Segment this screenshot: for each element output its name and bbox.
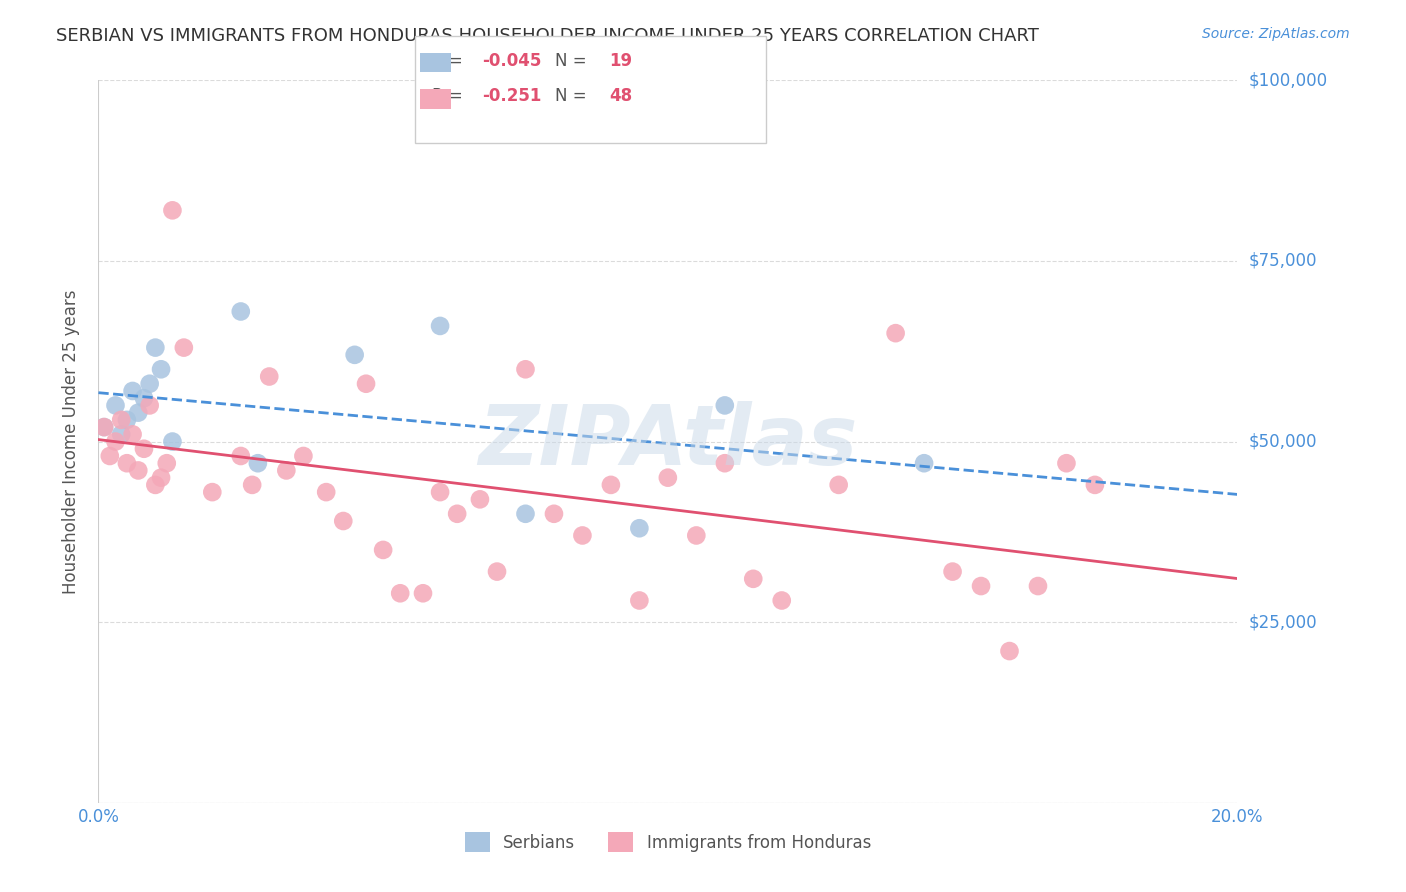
Point [628, 521, 651, 535]
Point [276, 463, 298, 477]
Point [1084, 478, 1107, 492]
Point [150, 470, 173, 484]
Text: 48: 48 [609, 87, 631, 105]
Point [429, 485, 451, 500]
Point [1026, 579, 1049, 593]
Point [121, 384, 143, 398]
Point [486, 565, 509, 579]
Point [292, 449, 315, 463]
Point [110, 427, 132, 442]
Point [884, 326, 907, 340]
Point [912, 456, 935, 470]
Point [110, 413, 132, 427]
Text: SERBIAN VS IMMIGRANTS FROM HONDURAS HOUSEHOLDER INCOME UNDER 25 YEARS CORRELATIO: SERBIAN VS IMMIGRANTS FROM HONDURAS HOUS… [56, 27, 1039, 45]
Point [145, 341, 167, 355]
Point [571, 528, 593, 542]
Point [259, 369, 281, 384]
Point [127, 406, 149, 420]
Point [121, 427, 143, 442]
Y-axis label: Householder Income Under 25 years: Householder Income Under 25 years [62, 289, 80, 594]
Point [132, 442, 155, 456]
Point [998, 644, 1021, 658]
Point [600, 478, 623, 492]
Point [104, 434, 127, 449]
Point [770, 593, 793, 607]
Point [93, 420, 115, 434]
Point [970, 579, 993, 593]
Point [132, 391, 155, 405]
Text: R =: R = [432, 87, 472, 105]
Point [315, 485, 337, 500]
Text: $50,000: $50,000 [1249, 433, 1317, 450]
Point [229, 449, 252, 463]
Point [515, 507, 537, 521]
Text: -0.045: -0.045 [482, 52, 541, 70]
Point [412, 586, 434, 600]
Point [201, 485, 224, 500]
Point [657, 470, 679, 484]
Point [115, 413, 138, 427]
Text: 19: 19 [609, 52, 631, 70]
Point [93, 420, 115, 434]
Point [828, 478, 851, 492]
Point [942, 565, 965, 579]
Point [162, 434, 184, 449]
Point [162, 203, 184, 218]
Point [515, 362, 537, 376]
Point [389, 586, 412, 600]
Text: N =: N = [555, 52, 592, 70]
Point [240, 478, 263, 492]
Point [429, 318, 451, 333]
Point [156, 456, 179, 470]
Point [714, 398, 737, 412]
Point [127, 463, 149, 477]
Point [246, 456, 269, 470]
Point [1056, 456, 1078, 470]
Text: $25,000: $25,000 [1249, 613, 1317, 632]
Point [138, 398, 160, 412]
Point [714, 456, 737, 470]
Point [173, 341, 195, 355]
Point [115, 456, 138, 470]
Point [628, 593, 651, 607]
Text: $75,000: $75,000 [1249, 252, 1317, 270]
Point [468, 492, 491, 507]
Point [343, 348, 366, 362]
Point [98, 449, 121, 463]
Text: Source: ZipAtlas.com: Source: ZipAtlas.com [1202, 27, 1350, 41]
Point [229, 304, 252, 318]
Point [742, 572, 765, 586]
Point [145, 478, 167, 492]
Text: $100,000: $100,000 [1249, 71, 1327, 89]
Text: ZIPAtlas: ZIPAtlas [478, 401, 858, 482]
Point [332, 514, 354, 528]
Point [104, 398, 127, 412]
Point [685, 528, 707, 542]
Point [446, 507, 468, 521]
Point [150, 362, 173, 376]
Text: R =: R = [432, 52, 468, 70]
Text: -0.251: -0.251 [482, 87, 541, 105]
Text: N =: N = [555, 87, 592, 105]
Point [373, 542, 395, 557]
Point [543, 507, 565, 521]
Legend: Serbians, Immigrants from Honduras: Serbians, Immigrants from Honduras [464, 832, 872, 852]
Point [138, 376, 160, 391]
Point [354, 376, 377, 391]
